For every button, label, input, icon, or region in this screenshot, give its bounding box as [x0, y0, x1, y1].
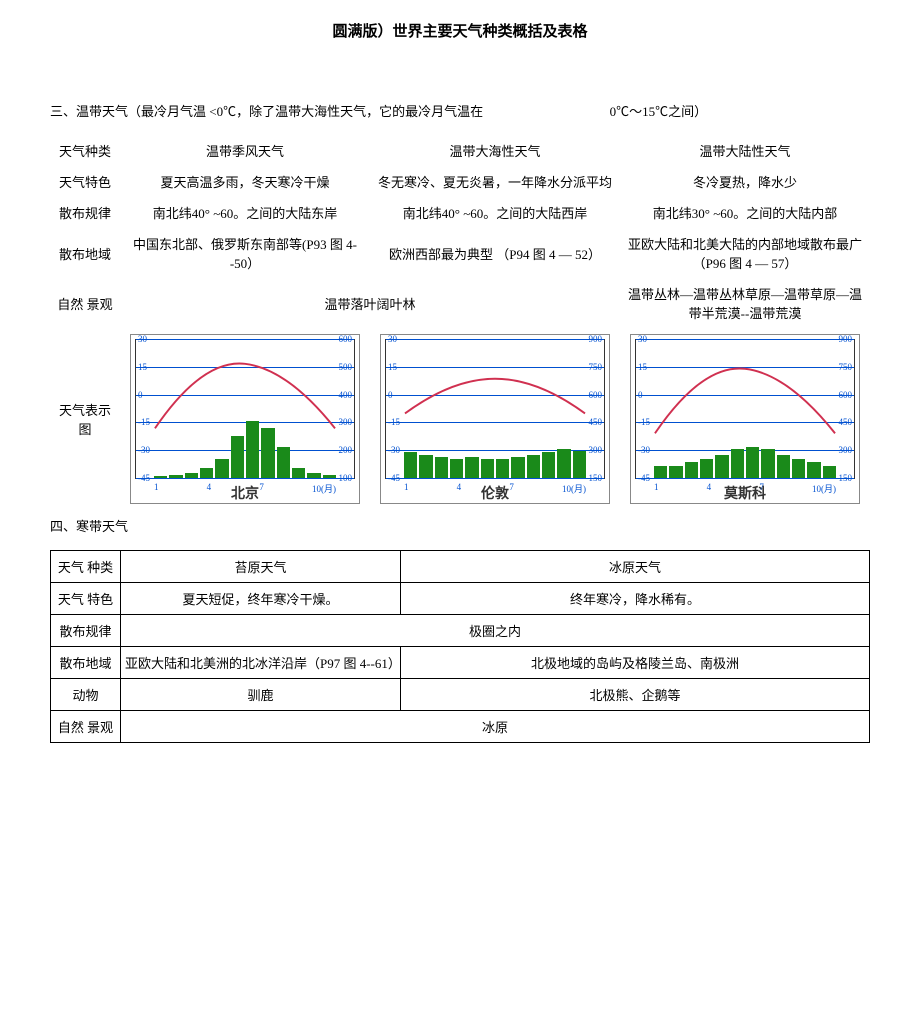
temperate-table: 天气种类 温带季风天气 温带大海性天气 温带大陆性天气 天气特色 夏天高温多雨，…	[50, 135, 870, 510]
cell: 极圈之内	[121, 615, 870, 647]
row-label: 动物	[51, 679, 121, 711]
cell: 驯鹿	[121, 679, 401, 711]
cell: 北极地域的岛屿及格陵兰岛、南极洲	[401, 647, 870, 679]
cell: 温带落叶阔叶林	[120, 278, 620, 328]
section3-tail: 0℃～15℃之间）	[610, 104, 708, 119]
section3-text: 三、温带天气（最冷月气温 <0℃，除了温带大海性天气，它的最冷月气温在	[50, 104, 483, 119]
cell: 冬无寒冷、夏无炎暑，一年降水分派平均	[370, 166, 620, 197]
cell: 亚欧大陆和北美洲的北冰洋沿岸（P97 图 4--61）	[121, 647, 401, 679]
cell: 温带丛林—温带丛林草原—温带草原—温带半荒漠--温带荒漠	[620, 278, 870, 328]
cell: 温带大陆性天气	[620, 135, 870, 166]
xtick: 4	[457, 482, 462, 495]
frigid-table: 天气 种类苔原天气冰原天气天气 特色夏天短促，终年寒冷干燥。终年寒冷，降水稀有。…	[50, 550, 870, 743]
doc-title: 圆满版）世界主要天气种类概括及表格	[50, 20, 870, 41]
cell: 欧洲西部最为典型 （P94 图 4 — 52）	[370, 228, 620, 278]
xtick: 10(月)	[312, 482, 336, 495]
cell: 南北纬40° ~60。之间的大陆西岸	[370, 197, 620, 228]
cell: 南北纬40° ~60。之间的大陆东岸	[120, 197, 370, 228]
row-label: 自然 景观	[51, 711, 121, 743]
cell: 北极熊、企鹅等	[401, 679, 870, 711]
xtick: 7	[759, 482, 764, 495]
temp-curve	[405, 379, 585, 414]
xtick: 7	[259, 482, 264, 495]
cell: 冬冷夏热，降水少	[620, 166, 870, 197]
cell: 中国东北部、俄罗斯东南部等(P93 图 4--50）	[120, 228, 370, 278]
xtick: 10(月)	[812, 482, 836, 495]
cell: 南北纬30° ~60。之间的大陆内部	[620, 197, 870, 228]
cell: 温带大海性天气	[370, 135, 620, 166]
xtick: 1	[654, 482, 659, 495]
temp-curve	[655, 368, 835, 433]
table-header: 冰原天气	[401, 551, 870, 583]
row-label: 自然 景观	[50, 278, 120, 328]
xtick: 10(月)	[562, 482, 586, 495]
xtick: 7	[509, 482, 514, 495]
row-label: 天气表示图	[50, 328, 120, 510]
xtick: 1	[154, 482, 159, 495]
table-header: 天气 种类	[51, 551, 121, 583]
temp-curve	[155, 363, 335, 428]
xtick: 1	[404, 482, 409, 495]
row-label: 天气 特色	[51, 583, 121, 615]
chart-cell: 30900157500600-15450-30300-4515014710(月)…	[620, 328, 870, 510]
cell: 亚欧大陆和北美大陆的内部地域散布最广（P96 图 4 — 57）	[620, 228, 870, 278]
cell: 夏天短促，终年寒冷干燥。	[121, 583, 401, 615]
row-label: 散布地域	[51, 647, 121, 679]
row-label: 天气种类	[50, 135, 120, 166]
chart-cell: 30600155000400-15300-30200-4510014710(月)…	[120, 328, 370, 510]
table-header: 苔原天气	[121, 551, 401, 583]
xtick: 4	[707, 482, 712, 495]
row-label: 散布规律	[51, 615, 121, 647]
xtick: 4	[207, 482, 212, 495]
row-label: 天气特色	[50, 166, 120, 197]
section4-heading: 四、寒带天气	[50, 516, 870, 535]
cell: 温带季风天气	[120, 135, 370, 166]
row-label: 散布地域	[50, 228, 120, 278]
cell: 冰原	[121, 711, 870, 743]
row-label: 散布规律	[50, 197, 120, 228]
chart-cell: 30900157500600-15450-30300-4515014710(月)…	[370, 328, 620, 510]
section3-heading: 三、温带天气（最冷月气温 <0℃，除了温带大海性天气，它的最冷月气温在 0℃～1…	[50, 101, 870, 120]
cell: 夏天高温多雨，冬天寒冷干燥	[120, 166, 370, 197]
cell: 终年寒冷，降水稀有。	[401, 583, 870, 615]
